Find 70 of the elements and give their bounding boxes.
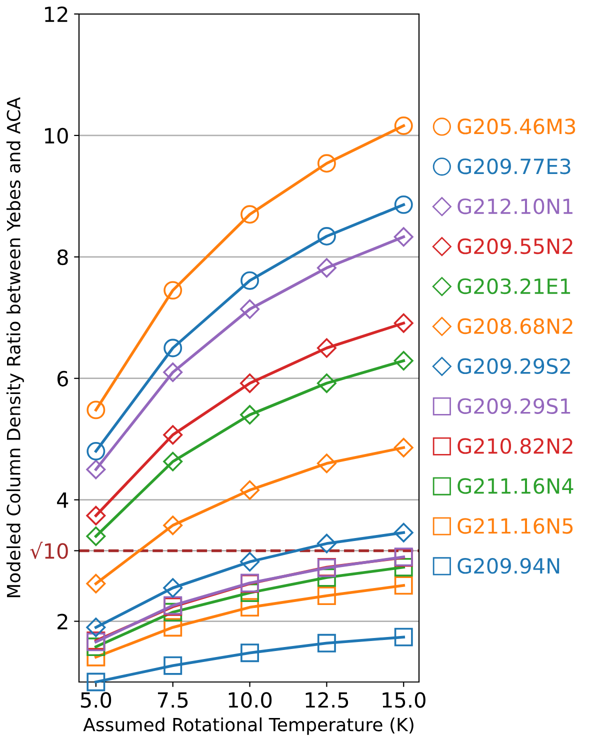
legend-label: G210.82N2 (458, 438, 572, 454)
y-tick-label: 6 (57, 370, 68, 387)
point (240, 552, 260, 572)
point (240, 299, 260, 319)
y-tick-label: 12 (45, 6, 68, 22)
point (394, 438, 414, 458)
point (316, 454, 336, 474)
x-tick-label: 7.5 (158, 692, 188, 708)
point (86, 442, 106, 460)
x-tick-label: 5.0 (80, 692, 112, 708)
point (164, 281, 182, 300)
point (316, 373, 336, 393)
x-axis-title: Assumed Rotational Temperature (K) (83, 717, 414, 735)
x-tick-label: 15.0 (382, 692, 426, 708)
ref-line-label: √10 (30, 542, 68, 560)
point (86, 460, 106, 480)
legend-label: G209.94N (458, 558, 560, 574)
point (163, 362, 183, 382)
y-tick-label: 4 (57, 492, 68, 508)
x-tick-label: 10.0 (228, 692, 272, 708)
point (394, 195, 413, 214)
point (163, 578, 183, 598)
y-tick-label: 2 (58, 614, 68, 630)
point (316, 534, 336, 554)
y-tick-label: 10 (45, 128, 68, 144)
point (86, 526, 106, 546)
legend-label: G212.10N1 (458, 198, 572, 214)
point (164, 656, 182, 675)
point (317, 634, 336, 652)
point (240, 271, 260, 290)
point (86, 506, 106, 526)
point (240, 598, 260, 617)
point (317, 154, 336, 173)
point (240, 205, 260, 224)
point (316, 338, 336, 358)
point (240, 644, 260, 662)
point (394, 576, 413, 595)
point (164, 338, 182, 358)
point (240, 480, 260, 500)
legend-label: G209.29S2 (458, 358, 570, 374)
point (394, 351, 414, 370)
point (86, 618, 106, 638)
point (163, 516, 183, 536)
point (394, 227, 414, 247)
legend-label: G211.16N5 (458, 518, 573, 534)
legend-label: G209.55N2 (458, 238, 572, 254)
point (394, 522, 414, 542)
point (163, 452, 183, 472)
legend-label: G209.77E3 (458, 158, 570, 174)
y-tick-label: 8 (57, 249, 68, 266)
legend-label: G208.68N2 (458, 318, 572, 334)
legend-label: G211.16N4 (458, 478, 574, 494)
point (86, 672, 106, 692)
y-axis-title: Modeled Column Density Ratio between Yebes and ACA (6, 97, 24, 598)
point (317, 227, 336, 246)
point (163, 425, 183, 445)
point (394, 628, 413, 646)
x-tick-label: 12.5 (306, 692, 348, 708)
legend-label: G209.29S1 (458, 398, 570, 414)
legend-label: G205.46M3 (458, 118, 576, 134)
point (86, 574, 106, 594)
legend-label: G203.21E1 (458, 278, 570, 294)
point (240, 405, 260, 425)
point (164, 618, 182, 637)
point (86, 400, 106, 420)
point (394, 313, 414, 333)
point (240, 373, 260, 393)
point (316, 258, 336, 278)
point (394, 116, 413, 135)
point (317, 586, 336, 606)
